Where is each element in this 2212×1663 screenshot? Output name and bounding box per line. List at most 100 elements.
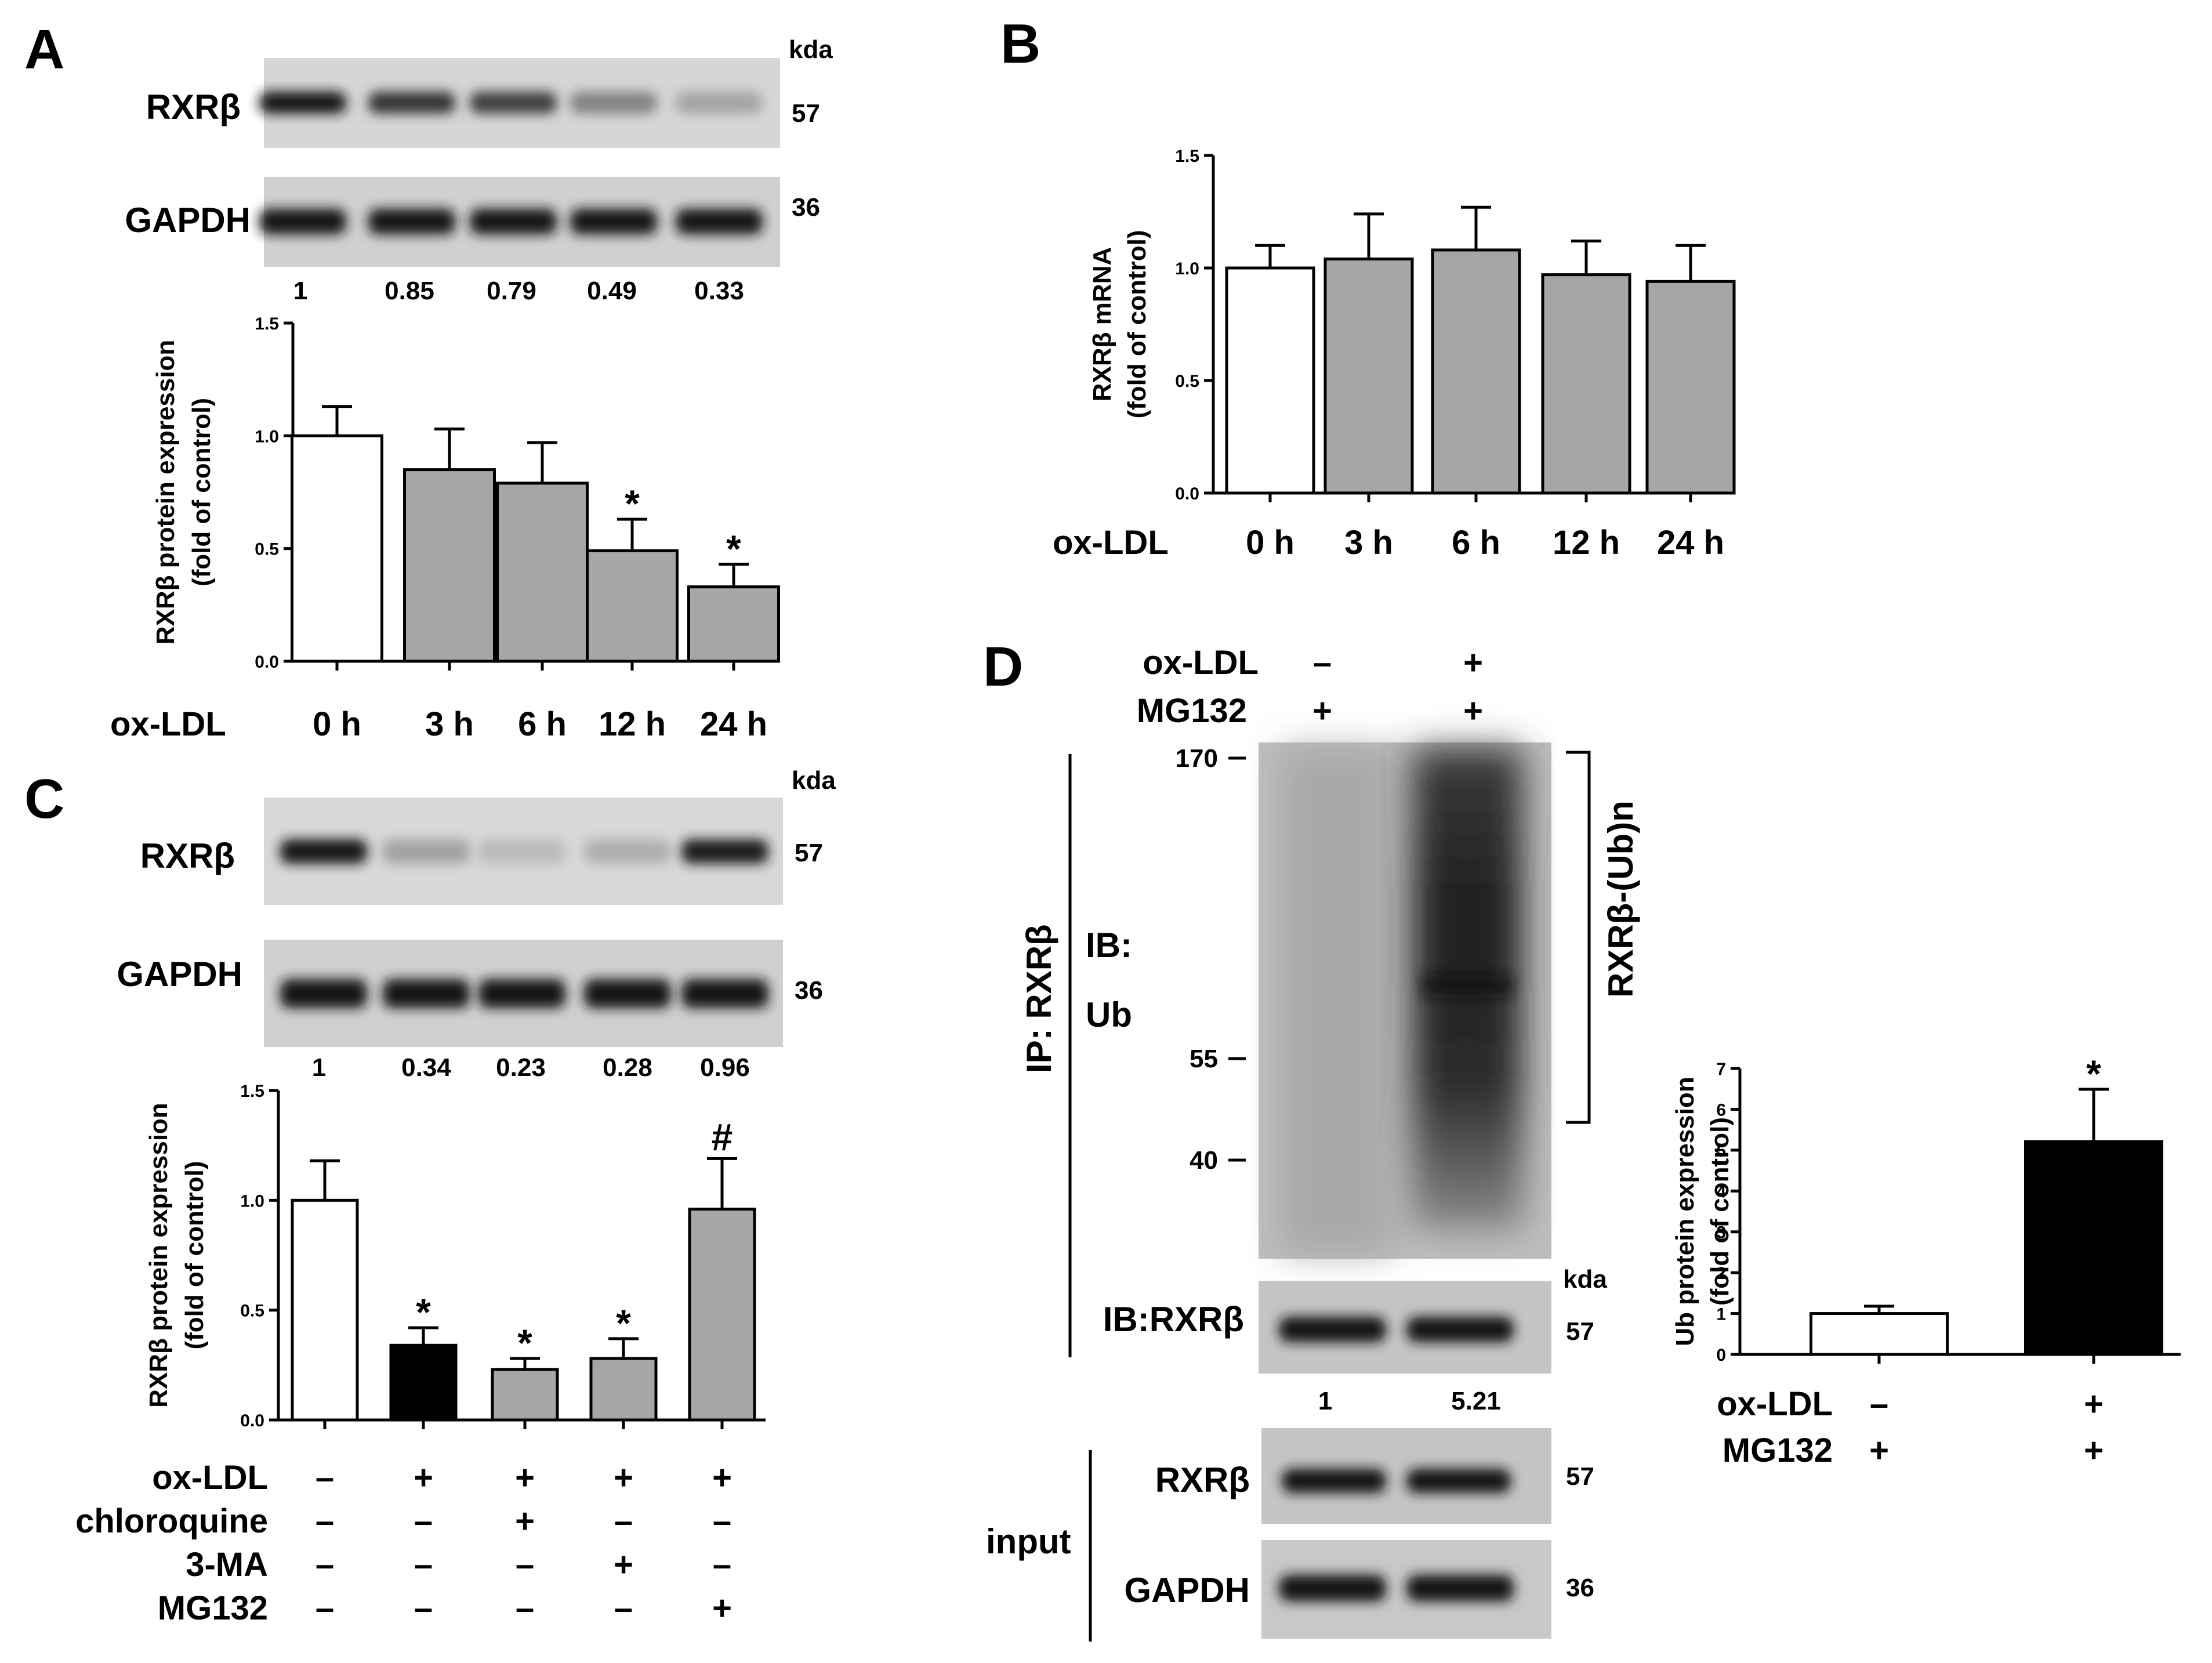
blot-a-quant-3: 0.79	[487, 277, 536, 305]
significance-mark: *	[416, 1291, 431, 1334]
x-category-label: 6 h	[1452, 524, 1500, 561]
blot-band	[676, 209, 763, 234]
x-category-label: 3 h	[1344, 524, 1393, 561]
y-axis-label: (fold of control)	[1123, 230, 1151, 418]
bar	[291, 1198, 359, 1422]
blot-d-cond-label-2: MG132	[1137, 692, 1247, 730]
blot-a-gapdh-kda: 36	[792, 193, 820, 222]
bar	[589, 1357, 658, 1422]
blot-a-quant-4: 0.49	[587, 277, 637, 305]
condition-sign: –	[316, 1589, 334, 1627]
condition-sign: –	[614, 1502, 633, 1540]
significance-mark: *	[616, 1302, 631, 1345]
blot-c-rxr-label: RXRβ	[140, 836, 235, 875]
blot-c-rxr-kda: 57	[795, 839, 823, 867]
blot-a-kda-label: kda	[789, 35, 833, 64]
blot-band	[584, 979, 671, 1008]
panel-label-b: B	[1000, 13, 1040, 75]
y-tick-label: 1.5	[255, 314, 279, 334]
blot-band	[368, 92, 455, 114]
condition-sign: –	[713, 1502, 731, 1540]
blot-d-input-label: input	[986, 1522, 1071, 1561]
blot-band	[280, 979, 367, 1008]
y-tick-label: 2	[1716, 1264, 1726, 1283]
condition-sign: +	[2084, 1385, 2104, 1423]
blot-d-input-rxr-band-1	[1282, 1469, 1386, 1493]
blot-band	[478, 839, 565, 864]
condition-sign: –	[316, 1459, 334, 1497]
blot-d-ib-rxr-band-2	[1406, 1317, 1514, 1342]
x-category-label: 24 h	[1657, 524, 1724, 561]
significance-mark: *	[625, 482, 640, 525]
blot-band	[259, 209, 346, 234]
y-tick-label: 7	[1716, 1060, 1726, 1079]
blot-d-input-gapdh-band-1	[1279, 1575, 1386, 1602]
chart-d: 0 1 2 3 4 5 6 7 Ub protein expression (fold of co…	[1671, 1052, 2181, 1469]
x-category-label: 12 h	[1553, 524, 1620, 561]
condition-sign: +	[515, 1502, 535, 1540]
blot-d-cond-2-2: +	[1463, 692, 1483, 730]
condition-sign: +	[614, 1459, 633, 1497]
bar	[1810, 1312, 1949, 1356]
blot-band	[570, 92, 657, 114]
bar	[586, 549, 679, 663]
blot-band	[584, 839, 671, 864]
condition-label: 3-MA	[186, 1546, 268, 1584]
condition-sign: –	[713, 1546, 731, 1584]
blot-band	[259, 92, 346, 114]
panel-label-c: C	[24, 768, 64, 830]
bar	[1323, 257, 1414, 495]
x-category-label: 0 h	[313, 705, 361, 743]
blot-d-cond-1-1: –	[1313, 644, 1332, 682]
condition-sign: –	[414, 1589, 433, 1627]
blot-d-ib-label-1: IB:	[1086, 926, 1132, 965]
significance-mark: #	[712, 1115, 733, 1158]
y-axis-label: Ub protein expression	[1671, 1077, 1699, 1346]
chart-b: 0.0 0.5 1.0 1.5 RXRβ mRNA (fold of control) ox…	[1053, 147, 1736, 561]
blot-c-quant-4: 0.28	[603, 1053, 652, 1082]
blot-band	[383, 839, 470, 864]
condition-sign: +	[2084, 1432, 2104, 1469]
blot-band	[383, 979, 470, 1008]
blot-a: kda RXRβ 57 GAPDH 36 1 0.85 0.79 0.49 0.…	[125, 35, 833, 305]
bar	[1541, 273, 1631, 495]
blot-d-ib-rxr-kda: 57	[1566, 1317, 1594, 1346]
x-category-label: 6 h	[518, 705, 567, 743]
condition-label: ox-LDL	[1717, 1385, 1833, 1423]
blot-d-marker-55: 55	[1190, 1045, 1218, 1073]
blot-d-input-gapdh-label: GAPDH	[1124, 1571, 1250, 1610]
blot-c-quant-2: 0.34	[401, 1053, 451, 1082]
blot-d: ox-LDL MG132 – + + + IP: RXRβ IB: Ub 170…	[986, 644, 1640, 1642]
y-tick-label: 1.0	[255, 427, 279, 446]
blot-c: kda RXRβ 57 GAPDH 36 1 0.34 0.23 0.28 0.…	[117, 766, 836, 1082]
blot-d-ub-bracket	[1566, 751, 1591, 1124]
blot-c-gapdh-label: GAPDH	[117, 955, 242, 994]
blot-d-ib-rxr-band-1	[1279, 1317, 1386, 1342]
blot-d-quant-1: 1	[1318, 1387, 1332, 1415]
condition-sign: –	[516, 1546, 534, 1584]
condition-sign: +	[712, 1589, 732, 1627]
bar	[291, 434, 383, 663]
blot-d-ib-rxr-label: IB:RXRβ	[1103, 1300, 1244, 1339]
condition-sign: +	[1869, 1432, 1889, 1469]
blot-d-ib-label-2: Ub	[1086, 995, 1132, 1034]
blot-c-gapdh-kda: 36	[795, 976, 823, 1005]
blot-c-quant-1: 1	[312, 1053, 326, 1082]
condition-sign: –	[316, 1502, 334, 1540]
x-category-label: 12 h	[599, 705, 666, 743]
condition-sign: +	[712, 1459, 732, 1497]
x-category-label: 24 h	[700, 705, 767, 743]
blot-c-kda-label: kda	[792, 766, 836, 795]
bar	[1225, 266, 1315, 495]
x-category-label: 3 h	[425, 705, 474, 743]
x-row-label: ox-LDL	[110, 705, 226, 743]
significance-mark: *	[726, 527, 741, 570]
y-axis-label: (fold of control)	[187, 398, 216, 586]
y-tick-label: 5	[1716, 1142, 1726, 1161]
y-tick-label: 6	[1716, 1100, 1726, 1119]
condition-label: MG132	[158, 1589, 268, 1627]
blot-a-quant-5: 0.33	[694, 277, 744, 305]
blot-d-ub-lane-1	[1282, 748, 1392, 1253]
condition-sign: –	[516, 1589, 534, 1627]
y-tick-label: 1.0	[1175, 259, 1199, 278]
